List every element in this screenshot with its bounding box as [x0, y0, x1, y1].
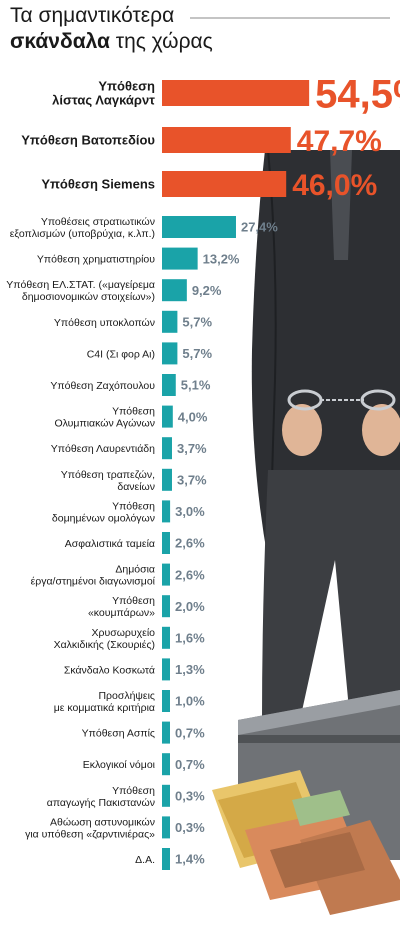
value-label-11: 3,7%: [177, 472, 207, 487]
bar-8: [162, 374, 176, 396]
value-label-8: 5,1%: [181, 378, 211, 393]
chart-title-line2: σκάνδαλα της χώρας: [10, 30, 213, 53]
bar-10: [162, 437, 172, 460]
category-label-5-0: Υπόθεση ΕΛ.ΣΤΑΤ. («μαγείρεμα: [6, 279, 155, 291]
value-label-0: 54,5%: [315, 72, 400, 116]
bar-17: [162, 658, 170, 681]
category-label-20-0: Εκλογικοί νόμοι: [83, 759, 156, 771]
category-label-1-0: Υπόθεση Βατοπεδίου: [21, 133, 155, 148]
value-label-9: 4,0%: [178, 409, 208, 424]
category-label-11-1: δανείων: [117, 481, 155, 493]
category-label-7-0: C4I (Σι φορ Αι): [87, 348, 155, 360]
bar-20: [162, 753, 170, 776]
bar-11: [162, 468, 172, 491]
value-label-14: 2,6%: [175, 567, 205, 582]
category-label-23-0: Δ.Α.: [135, 854, 155, 866]
category-label-16-0: Χρυσωρυχείο: [92, 627, 156, 639]
value-label-2: 46,0%: [292, 169, 377, 202]
bar-12: [162, 500, 171, 523]
bar-23: [162, 848, 170, 870]
value-label-17: 1,3%: [175, 662, 205, 677]
value-label-19: 0,7%: [175, 725, 205, 740]
bar-18: [162, 690, 170, 712]
bar-0: [162, 80, 310, 106]
value-label-1: 47,7%: [297, 125, 382, 158]
value-label-21: 0,3%: [175, 788, 205, 803]
value-label-3: 27,4%: [241, 220, 278, 235]
bar-2: [162, 171, 287, 197]
chart-title-bold: σκάνδαλα: [10, 30, 110, 53]
value-label-13: 2,6%: [175, 536, 205, 551]
category-label-18-1: με κομματικά κριτήρια: [54, 702, 155, 714]
category-label-17-0: Σκάνδαλο Κοσκωτά: [64, 664, 155, 676]
value-label-18: 1,0%: [175, 694, 205, 709]
category-label-6-0: Υπόθεση υποκλοπών: [54, 317, 155, 329]
category-label-22-1: για υπόθεση «ζαρντινιέρας»: [25, 828, 155, 840]
category-label-9-0: Υπόθεση: [112, 406, 155, 418]
bar-5: [162, 279, 187, 302]
category-label-15-0: Υπόθεση: [112, 595, 155, 607]
category-label-19-0: Υπόθεση Ασπίς: [82, 728, 155, 740]
category-label-0-1: λίστας Λαγκάρντ: [52, 93, 155, 108]
value-label-6: 5,7%: [182, 314, 212, 329]
bar-22: [162, 816, 170, 839]
value-label-4: 13,2%: [203, 251, 240, 266]
bar-4: [162, 247, 198, 270]
bar-13: [162, 532, 170, 554]
handcuffed-man-illustration: [212, 149, 400, 915]
bar-15: [162, 595, 170, 618]
bar-21: [162, 784, 170, 807]
value-label-12: 3,0%: [175, 504, 205, 519]
bar-9: [162, 405, 173, 428]
chart-title-rest: της χώρας: [110, 30, 213, 53]
value-label-20: 0,7%: [175, 757, 205, 772]
category-label-5-1: δημοσιονομικών στοιχείων»): [22, 291, 155, 303]
category-label-21-0: Υπόθεση: [112, 785, 155, 797]
category-label-18-0: Προσλήψεις: [98, 690, 155, 702]
value-label-15: 2,0%: [175, 599, 205, 614]
value-label-10: 3,7%: [177, 441, 207, 456]
category-label-14-1: έργα/στημένοι διαγωνισμοί: [31, 576, 156, 588]
category-label-16-1: Χαλκιδικής (Σκουριές): [54, 639, 155, 651]
category-label-22-0: Αθώωση αστυνομικών: [50, 816, 155, 828]
value-label-16: 1,6%: [175, 630, 205, 645]
bar-19: [162, 721, 170, 744]
category-label-12-0: Υπόθεση: [112, 500, 155, 512]
category-label-21-1: απαγωγής Πακιστανών: [47, 797, 155, 809]
bar-3: [162, 216, 236, 238]
bar-16: [162, 626, 170, 649]
chart-title-line1: Τα σημαντικότερα: [10, 4, 174, 27]
value-label-23: 1,4%: [175, 852, 205, 867]
category-label-8-0: Υπόθεση Ζαχόπουλου: [50, 380, 155, 392]
category-label-4-0: Υπόθεση χρηματιστηρίου: [37, 254, 155, 266]
category-label-3-0: Υποθέσεις στρατιωτικών: [41, 216, 155, 228]
category-label-3-1: εξοπλισμών (υποβρύχια, κ.λπ.): [10, 228, 155, 240]
category-label-0-0: Υπόθεση: [98, 79, 155, 94]
bar-14: [162, 563, 170, 586]
bar-6: [162, 310, 178, 333]
category-label-10-0: Υπόθεση Λαυρεντιάδη: [51, 443, 155, 455]
value-label-7: 5,7%: [182, 346, 212, 361]
category-label-2-0: Υπόθεση Siemens: [41, 177, 155, 192]
bar-7: [162, 342, 178, 365]
category-label-12-1: δομημένων ομολόγων: [52, 512, 155, 524]
category-label-14-0: Δημόσια: [115, 564, 155, 576]
bar-1: [162, 127, 291, 153]
category-label-9-1: Ολυμπιακών Αγώνων: [55, 418, 155, 430]
category-label-13-0: Ασφαλιστικά ταμεία: [65, 538, 155, 550]
value-label-5: 9,2%: [192, 283, 222, 298]
category-label-11-0: Υπόθεση τραπεζών,: [61, 469, 155, 481]
value-label-22: 0,3%: [175, 820, 205, 835]
category-label-15-1: «κουμπάρων»: [88, 607, 155, 619]
